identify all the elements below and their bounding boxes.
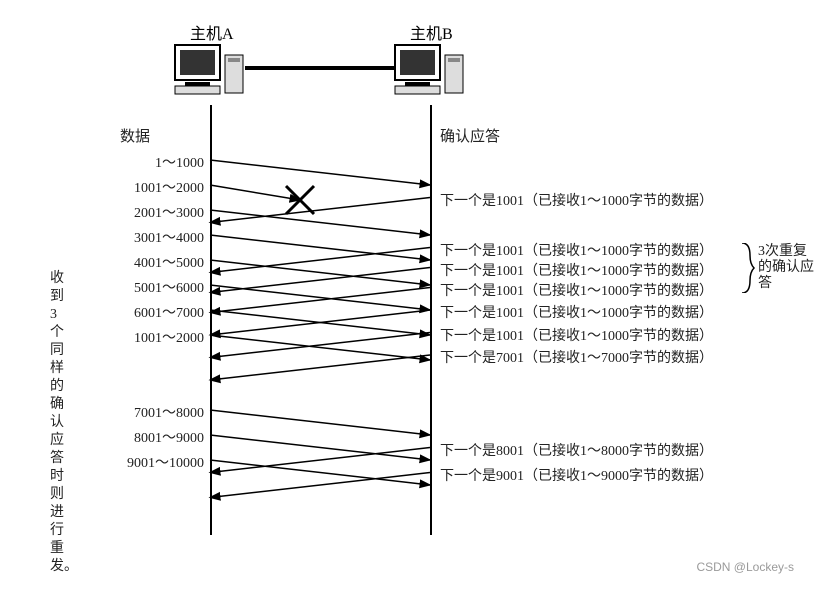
ack-label: 下一个是1001（已接收1～1000字节的数据） <box>440 190 713 210</box>
ack-label: 下一个是9001（已接收1～9000字节的数据） <box>440 465 713 485</box>
ack-label: 下一个是1001（已接收1～1000字节的数据） <box>440 280 713 300</box>
data-range-label: 1001～2000 <box>134 177 204 197</box>
data-range-label: 1001～2000 <box>134 327 204 347</box>
ack-label: 下一个是7001（已接收1～7000字节的数据） <box>440 347 713 367</box>
data-range-label: 5001～6000 <box>134 277 204 297</box>
data-range-label: 9001～10000 <box>127 452 204 472</box>
watermark: CSDN @Lockey-s <box>696 560 794 574</box>
data-range-label: 3001～4000 <box>134 227 204 247</box>
side-note: 收到3个同样的确认应答时则进行重发。 <box>50 270 68 576</box>
data-range-label: 7001～8000 <box>134 402 204 422</box>
data-range-label: 8001～9000 <box>134 427 204 447</box>
ack-label: 下一个是1001（已接收1～1000字节的数据） <box>440 240 713 260</box>
ack-label: 下一个是1001（已接收1～1000字节的数据） <box>440 325 713 345</box>
ack-label: 下一个是1001（已接收1～1000字节的数据） <box>440 260 713 280</box>
ack-label: 下一个是1001（已接收1～1000字节的数据） <box>440 302 713 322</box>
data-range-label: 6001～7000 <box>134 302 204 322</box>
data-range-label: 2001～3000 <box>134 202 204 222</box>
group-note: 3次重复的确认应答 <box>758 244 816 292</box>
data-range-label: 4001～5000 <box>134 252 204 272</box>
ack-label: 下一个是8001（已接收1～8000字节的数据） <box>440 440 713 460</box>
tcp-retransmit-diagram: 主机A 主机B 数据 确认应答 <box>10 10 806 580</box>
data-range-label: 1～1000 <box>155 152 204 172</box>
